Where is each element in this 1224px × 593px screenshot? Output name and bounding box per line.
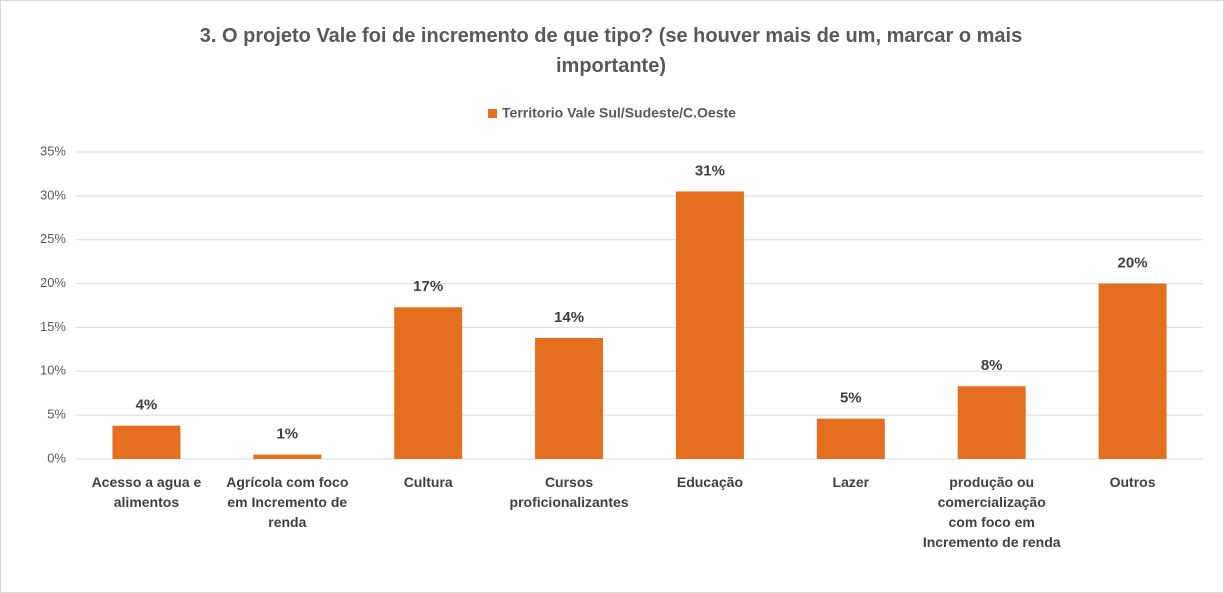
y-tick-label: 25% [40, 231, 66, 246]
y-tick-label: 20% [40, 275, 66, 290]
y-tick-label: 5% [47, 407, 66, 422]
x-tick-label: Acesso a agua e alimentos [91, 474, 202, 510]
x-tick-label: Outros [1109, 474, 1156, 490]
x-tick-label: Educação [676, 474, 743, 490]
data-label: 20% [1118, 255, 1148, 272]
data-label: 8% [981, 357, 1003, 374]
x-tick-label: Cursos proficionalizantes [509, 474, 629, 510]
data-label: 4% [136, 397, 158, 414]
x-tick-label: Cultura [403, 474, 453, 490]
data-label: 14% [554, 309, 584, 326]
y-tick-label: 10% [40, 363, 66, 378]
y-tick-label: 15% [40, 319, 66, 334]
data-label: 1% [276, 426, 298, 443]
data-label: 31% [695, 162, 725, 179]
bar [112, 425, 181, 459]
bar [675, 191, 744, 459]
x-tick-label: Agrícola com foco em Incremento de renda [226, 474, 349, 530]
data-label: 5% [840, 390, 862, 407]
y-tick-label: 30% [40, 187, 66, 202]
bar [394, 307, 463, 459]
y-tick-label: 0% [47, 450, 66, 465]
bar [957, 386, 1026, 459]
data-label: 17% [413, 278, 443, 295]
chart-title: 3. O projeto Vale foi de incremento de q… [199, 25, 1023, 77]
y-tick-label: 35% [40, 143, 66, 158]
legend-label: Territorio Vale Sul/Sudeste/C.Oeste [502, 105, 736, 121]
legend-swatch [488, 109, 498, 118]
bar [816, 418, 885, 459]
bar [253, 454, 322, 459]
x-tick-label: produção ou comercialização com foco em … [922, 474, 1061, 550]
bar [535, 337, 604, 459]
bar [1098, 283, 1167, 459]
x-tick-label: Lazer [832, 474, 870, 490]
